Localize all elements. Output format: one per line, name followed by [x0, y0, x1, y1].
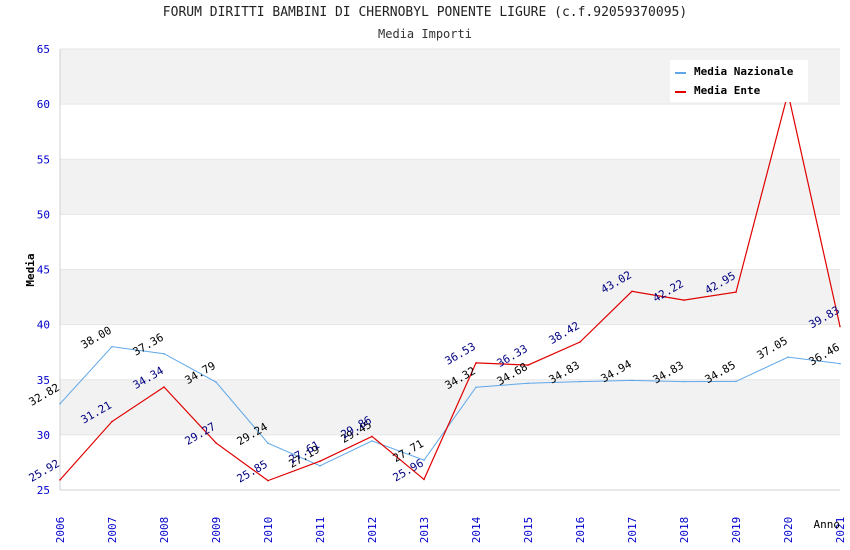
- legend-label-media-ente: Media Ente: [694, 84, 761, 97]
- data-point: [215, 442, 217, 444]
- plot-band: [60, 159, 840, 215]
- legend-box: [670, 60, 808, 102]
- y-tick-label: 45: [37, 264, 50, 277]
- data-point: [631, 290, 633, 293]
- data-point: [111, 420, 113, 423]
- x-tick-label: 2020: [782, 517, 795, 544]
- y-tick-label: 30: [37, 429, 50, 442]
- series-line-media-nazionale: [59, 346, 841, 467]
- chart-subtitle: Media Importi: [378, 27, 472, 41]
- x-axis-label: Anno: [814, 518, 841, 531]
- data-point: [683, 380, 685, 383]
- x-tick-label: 2015: [522, 517, 535, 544]
- data-point: [579, 380, 581, 383]
- data-point: [163, 352, 165, 355]
- x-tick-label: 2010: [262, 517, 275, 544]
- data-point: [371, 435, 373, 438]
- data-point: [787, 356, 789, 358]
- data-point: [839, 325, 841, 328]
- y-tick-label: 60: [37, 98, 50, 111]
- y-tick-label: 40: [37, 319, 50, 332]
- series-lines: [59, 92, 841, 482]
- y-tick-label: 65: [37, 43, 50, 56]
- plot-band: [60, 434, 840, 490]
- data-point: [59, 479, 61, 481]
- y-axis-label: Media: [24, 253, 37, 286]
- x-tick-label: 2019: [730, 517, 743, 544]
- data-point: [267, 479, 269, 482]
- x-tick-label: 2009: [210, 517, 223, 544]
- chart-title: FORUM DIRITTI BAMBINI DI CHERNOBYL PONEN…: [162, 5, 688, 20]
- y-tick-label: 25: [37, 484, 50, 497]
- y-tick-label: 55: [37, 153, 50, 166]
- data-point: [683, 299, 685, 301]
- plot-band: [60, 269, 840, 325]
- data-point: [631, 379, 633, 382]
- y-axis-ticks: 25 30 35 40 45 50 55 60 65: [37, 43, 50, 497]
- data-point: [527, 364, 529, 366]
- x-tick-label: 2021: [834, 517, 847, 544]
- data-point: [527, 382, 529, 385]
- data-point: [319, 465, 321, 467]
- data-point: [579, 341, 581, 343]
- x-tick-label: 2012: [366, 517, 379, 544]
- data-point: [371, 440, 373, 442]
- y-tick-label: 50: [37, 208, 50, 221]
- data-point: [59, 402, 61, 405]
- data-point: [423, 459, 425, 461]
- legend-label-media-nazionale: Media Nazionale: [694, 65, 794, 78]
- x-tick-label: 2008: [158, 517, 171, 544]
- y-tick-label: 35: [37, 374, 50, 387]
- data-point: [839, 362, 841, 365]
- x-tick-label: 2007: [106, 517, 119, 544]
- data-point: [735, 380, 737, 383]
- plot-band: [60, 104, 840, 160]
- data-point: [319, 460, 321, 463]
- x-tick-label: 2017: [626, 517, 639, 544]
- x-tick-label: 2016: [574, 517, 587, 544]
- plot-band: [60, 324, 840, 380]
- data-point: [267, 442, 269, 445]
- data-point: [423, 478, 425, 481]
- x-axis-ticks: 2006 2007 2008 2009 2010 2011 2012 2013 2014 2015…: [54, 516, 847, 543]
- data-point: [111, 345, 113, 348]
- plot-band: [60, 379, 840, 435]
- data-point: [215, 381, 217, 383]
- data-point: [475, 362, 477, 364]
- x-tick-label: 2011: [314, 517, 327, 544]
- data-point: [735, 291, 737, 293]
- plot-bands: [59, 48, 840, 491]
- data-label: 25.92: [27, 457, 62, 485]
- x-tick-label: 2014: [470, 516, 483, 543]
- data-point: [163, 386, 165, 388]
- series-line-media-ente: [59, 92, 841, 482]
- data-point: [475, 386, 477, 389]
- plot-band: [60, 214, 840, 270]
- legend: Media Nazionale Media Ente: [670, 60, 808, 102]
- x-tick-label: 2013: [418, 517, 431, 544]
- x-tick-label: 2018: [678, 517, 691, 544]
- x-tick-label: 2006: [54, 517, 67, 544]
